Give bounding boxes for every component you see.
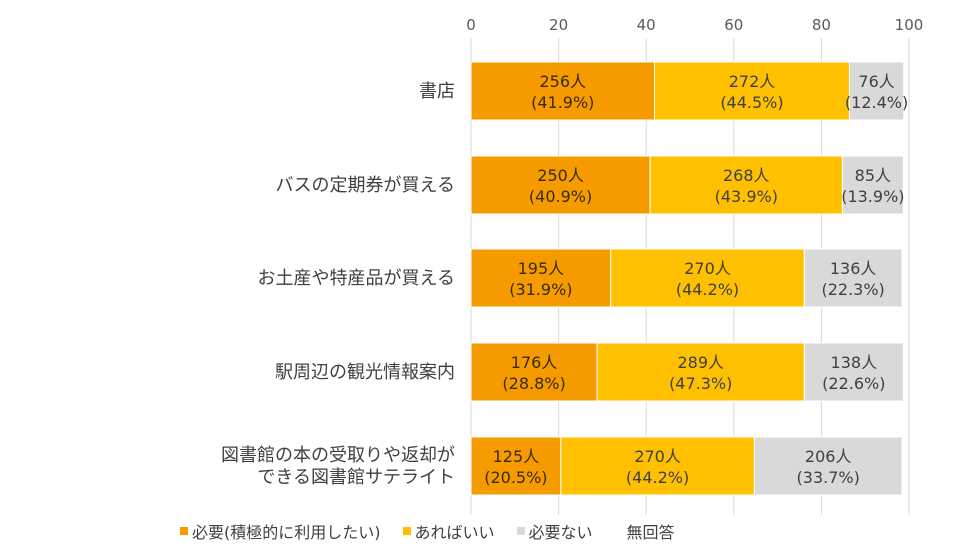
data-label: 138人(22.6%) <box>822 353 885 393</box>
data-label: 76人(12.4%) <box>845 72 908 112</box>
legend-swatch <box>180 527 188 535</box>
data-label: 272人(44.5%) <box>720 72 783 112</box>
bar-segment <box>654 61 850 121</box>
x-tick-label: 20 <box>549 16 568 34</box>
bar-segment <box>596 342 805 402</box>
legend-item: 必要(積極的に利用したい) <box>180 519 381 543</box>
data-label: 289人(47.3%) <box>669 353 732 393</box>
data-label: 85人(13.9%) <box>841 166 904 206</box>
category-label: 書店 <box>419 81 455 102</box>
category-label: 駅周辺の観光情報案内 <box>275 362 455 383</box>
legend-item: あればいい <box>402 519 495 543</box>
legend-item: 必要ない <box>516 519 593 543</box>
data-label: 250人(40.9%) <box>529 166 592 206</box>
bar-segment <box>470 155 651 215</box>
bar-segment <box>470 436 562 496</box>
data-label: 136人(22.3%) <box>821 259 884 299</box>
bar-segment <box>610 248 805 308</box>
legend-label: 無回答 <box>626 523 675 542</box>
data-label: 256人(41.9%) <box>531 72 594 112</box>
legend-swatch <box>402 527 411 535</box>
data-label: 206人(33.7%) <box>797 447 860 487</box>
legend-label: 必要ない <box>528 523 593 542</box>
bar-segment <box>470 342 598 402</box>
legend-swatch <box>516 527 525 535</box>
bar-segment <box>753 436 903 496</box>
bar-segment <box>470 61 656 121</box>
legend-label: あればいい <box>414 523 495 542</box>
data-label: 195人(31.9%) <box>509 259 572 299</box>
bar-segment <box>841 155 904 215</box>
data-label: 125人(20.5%) <box>484 447 547 487</box>
x-tick-label: 100 <box>895 16 924 34</box>
category-label: お土産や特産品が買える <box>258 268 455 289</box>
bar-segment <box>560 436 755 496</box>
bar-segment <box>848 61 905 121</box>
data-label: 270人(44.2%) <box>676 259 739 299</box>
bar-segment <box>470 248 612 308</box>
category-label: 図書館の本の受取りや返却ができる図書館サテライト <box>221 445 455 488</box>
x-tick-label: 0 <box>466 16 476 34</box>
data-label: 268人(43.9%) <box>715 166 778 206</box>
legend-item: 無回答 <box>614 519 675 543</box>
chart-legend: 必要(積極的に利用したい) あればいい 必要ない 無回答 <box>180 520 697 542</box>
legend-label: 必要(積極的に利用したい) <box>192 523 381 542</box>
legend-swatch <box>614 527 623 535</box>
data-label: 270人(44.2%) <box>626 447 689 487</box>
category-label: バスの定期券が買える <box>276 175 455 196</box>
bar-segment <box>803 342 904 402</box>
x-tick-label: 40 <box>637 16 656 34</box>
bar-segment <box>649 155 843 215</box>
bar-segment <box>803 248 903 308</box>
data-label: 176人(28.8%) <box>502 353 565 393</box>
x-tick-label: 80 <box>812 16 831 34</box>
x-tick-label: 60 <box>724 16 743 34</box>
